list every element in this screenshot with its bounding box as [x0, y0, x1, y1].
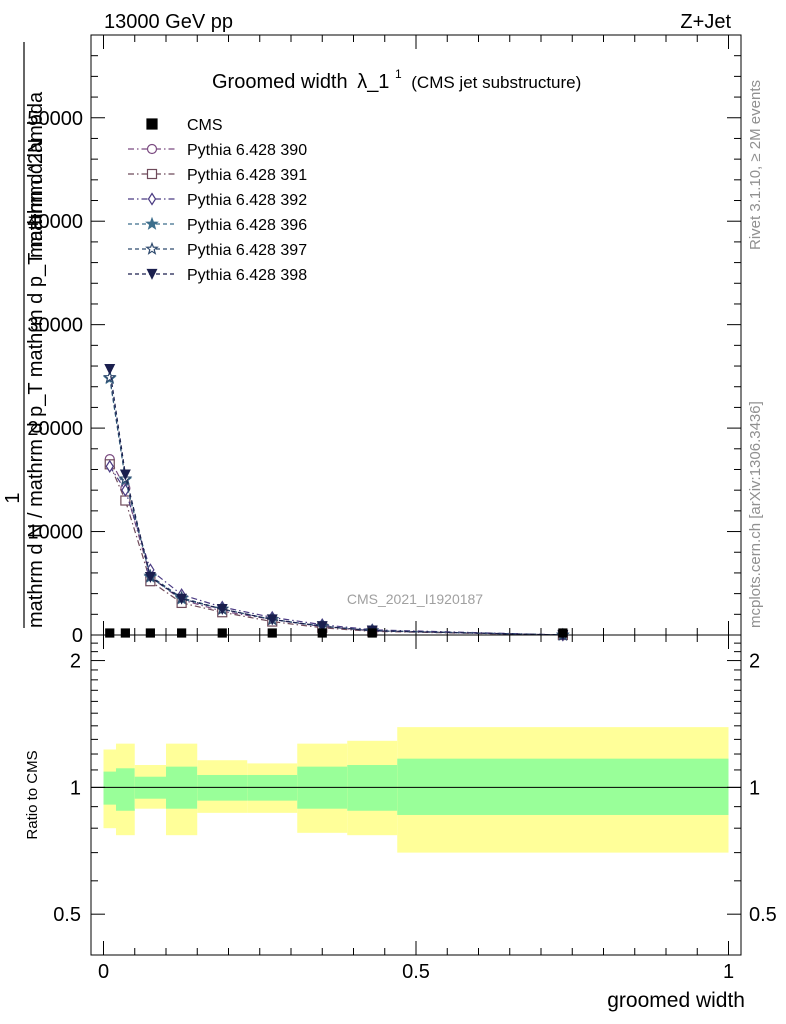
legend-label: Pythia 6.428 392: [187, 192, 307, 209]
series-marker: [104, 364, 116, 375]
y-label-one: 1: [2, 492, 24, 503]
rivet-version-label: Rivet 3.1.10, ≥ 2M events: [747, 80, 764, 250]
main-y-axis: 0 10000 20000 30000 40000 50000: [27, 55, 741, 647]
title-note: (CMS jet substructure): [411, 73, 581, 92]
legend-label: Pythia 6.428 390: [187, 142, 307, 159]
x-axis-label: groomed width: [607, 989, 745, 1012]
ratio-band-inner: [347, 765, 398, 811]
title-symbol: λ_1: [357, 71, 389, 93]
ratio-panel: 0.5 0.51 12 2 0 0.5 1 Ratio to CMS groomed wi…: [24, 634, 777, 1012]
cms-data-point: [145, 628, 155, 638]
main-x-ticks: [103, 35, 729, 635]
ratio-bands: [103, 727, 729, 853]
cms-data-layer: [105, 628, 568, 638]
ratio-y-tick-label-right: 1: [749, 777, 760, 799]
legend-label: Pythia 6.428 398: [187, 267, 307, 284]
x-tick-label: 0.5: [402, 961, 430, 983]
main-y-label: 1 mathrm d N / mathrm d p_T mathrm d p_T…: [2, 42, 47, 628]
ratio-band-inner: [116, 768, 135, 811]
x-tick-label: 0: [98, 961, 109, 983]
legend-marker: [147, 192, 157, 206]
series-marker: [120, 495, 131, 506]
ratio-band-inner: [103, 771, 116, 805]
ratio-y-tick-label: 1: [70, 777, 81, 799]
y-tick-label: 30000: [27, 315, 83, 337]
ratio-y-label: Ratio to CMS: [24, 750, 41, 839]
y-label-numerator: mathrm d^2N: [25, 139, 47, 258]
series-line: [109, 369, 563, 636]
ratio-band-inner: [397, 758, 729, 815]
series-marker: [144, 571, 156, 583]
legend-label: Pythia 6.428 391: [187, 167, 307, 184]
series-marker: [119, 469, 131, 481]
title-text: Groomed width: [212, 71, 348, 93]
series-marker: [105, 459, 114, 473]
series-marker: [102, 370, 117, 384]
legend-marker: [146, 168, 158, 180]
y-label-denominator: mathrm d N / mathrm d p_T mathrm d p_T m…: [25, 91, 47, 628]
header-energy: 13000 GeV pp: [104, 11, 233, 33]
legend-marker: [146, 268, 158, 280]
legend-marker: [145, 216, 159, 230]
y-tick-label: 20000: [27, 418, 83, 440]
x-tick-label: 1: [723, 961, 734, 983]
ratio-y-tick-label: 0.5: [53, 904, 81, 926]
y-tick-label: 40000: [27, 211, 83, 233]
legend-marker: [146, 143, 158, 155]
legend-label-cms: CMS: [187, 117, 223, 134]
series-marker: [176, 593, 188, 605]
legend-marker: [145, 241, 159, 255]
svg-text:Groomed width λ_1: Groomed width λ_1 1 (CMS jet substructur…: [212, 61, 581, 93]
cms-data-point: [177, 628, 187, 638]
series-marker: [216, 604, 228, 615]
legend-label: Pythia 6.428 397: [187, 242, 307, 259]
y-tick-label: 10000: [27, 522, 83, 544]
legend-label: Pythia 6.428 396: [187, 217, 307, 234]
y-tick-label: 0: [72, 625, 83, 647]
ratio-y-tick-label: 2: [70, 651, 81, 673]
title-superscript: 1: [395, 67, 402, 81]
series-line: [109, 466, 563, 636]
ratio-y-tick-label-right: 2: [749, 651, 760, 673]
cms-data-point: [217, 628, 227, 638]
analysis-watermark: CMS_2021_I1920187: [347, 591, 483, 607]
cms-data-point: [367, 628, 377, 638]
cms-data-point: [558, 628, 568, 638]
series-line: [109, 464, 563, 636]
cms-data-point: [120, 628, 130, 638]
ratio-y-tick-label-right: 0.5: [749, 904, 777, 926]
plot-title: Groomed width λ_1 1 (CMS jet substructur…: [212, 61, 581, 93]
mcplots-url-label: mcplots.cern.ch [arXiv:1306.3436]: [747, 401, 764, 628]
cms-data-point: [105, 628, 115, 638]
series-layer: [102, 364, 570, 642]
series-line: [109, 458, 563, 636]
ratio-x-axis: 0 0.5 1: [98, 635, 734, 983]
series-marker: [316, 621, 328, 633]
legend-marker-cms: [146, 118, 158, 130]
header-process: Z+Jet: [680, 11, 731, 33]
ratio-y-axis: 0.5 0.5 1 1 2 2: [53, 642, 777, 926]
y-tick-label: 50000: [27, 108, 83, 130]
main-panel: 0 10000 20000 30000 40000 50000 Groomed width…: [2, 34, 742, 647]
legend: CMS Pythia 6.428 390 Pythia 6.428 391 Pythi…: [128, 117, 307, 284]
series-marker: [266, 614, 278, 626]
cms-data-point: [267, 628, 277, 638]
